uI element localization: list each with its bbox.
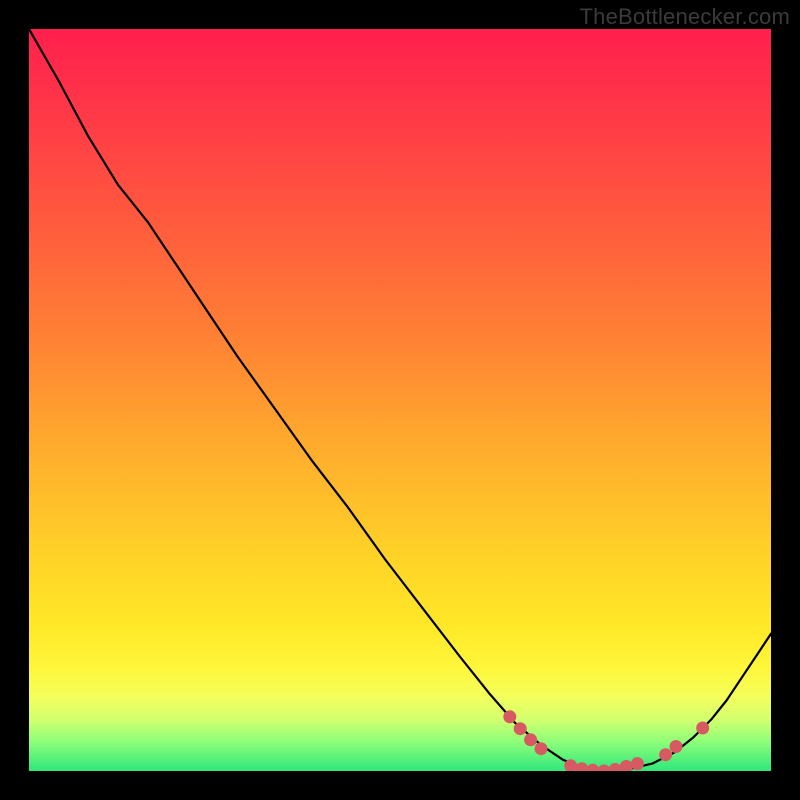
curve-marker xyxy=(631,757,644,770)
curve-marker xyxy=(586,764,599,771)
chart-overlay-svg xyxy=(29,29,771,771)
curve-marker xyxy=(598,765,611,772)
curve-marker xyxy=(670,740,683,753)
bottleneck-curve xyxy=(29,29,771,771)
curve-marker xyxy=(620,760,633,771)
chart-area xyxy=(29,29,771,771)
curve-marker xyxy=(514,722,527,735)
curve-marker xyxy=(524,733,537,746)
curve-marker xyxy=(696,722,709,735)
curve-marker xyxy=(575,762,588,771)
curve-marker xyxy=(535,742,548,755)
curve-markers xyxy=(503,710,709,771)
curve-marker xyxy=(503,710,516,723)
watermark-text: TheBottlenecker.com xyxy=(580,4,790,30)
page-root: TheBottlenecker.com xyxy=(0,0,800,800)
curve-marker xyxy=(659,748,672,761)
curve-marker xyxy=(609,763,622,771)
